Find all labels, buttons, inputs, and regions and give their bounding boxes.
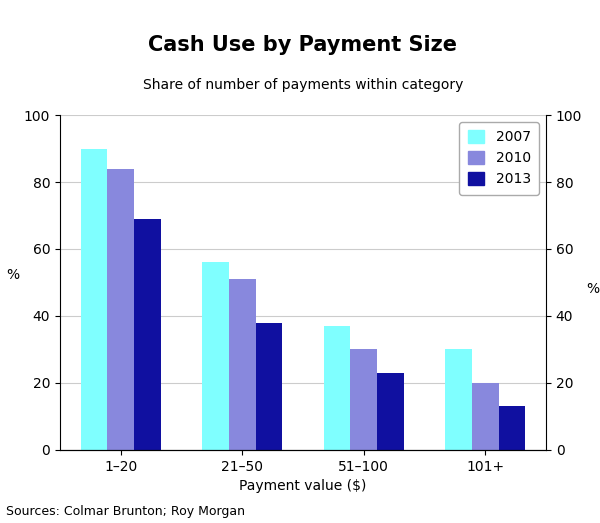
Text: Cash Use by Payment Size: Cash Use by Payment Size [149,35,458,55]
Bar [499,406,526,450]
Bar [445,349,472,450]
Text: Share of number of payments within category: Share of number of payments within categ… [143,77,463,92]
Y-axis label: %: % [587,282,600,297]
Bar [323,326,350,450]
X-axis label: Payment value ($): Payment value ($) [239,479,367,493]
Bar [80,149,107,450]
Bar [256,323,283,450]
Bar [377,373,404,450]
Y-axis label: %: % [6,268,19,282]
Bar [202,263,229,450]
Bar [107,168,134,450]
Text: Sources: Colmar Brunton; Roy Morgan: Sources: Colmar Brunton; Roy Morgan [6,505,245,518]
Bar [134,219,161,450]
Bar [350,349,377,450]
Bar [229,279,256,450]
Bar [472,383,499,450]
Legend: 2007, 2010, 2013: 2007, 2010, 2013 [460,122,539,195]
